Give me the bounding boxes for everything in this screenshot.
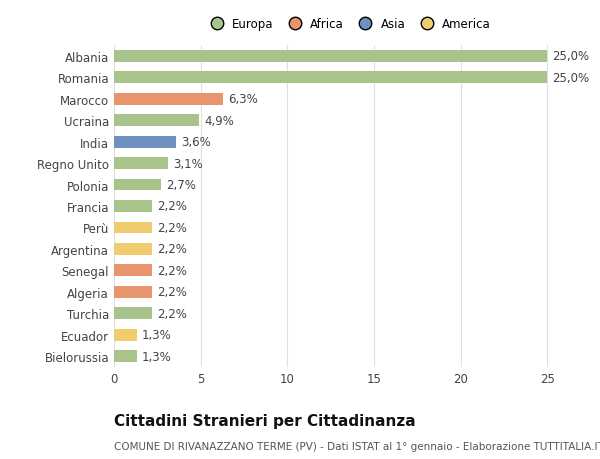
Bar [114,201,152,213]
Text: Cittadini Stranieri per Cittadinanza: Cittadini Stranieri per Cittadinanza [114,413,416,428]
Text: 1,3%: 1,3% [142,329,172,341]
Bar [114,72,547,84]
Bar [114,50,547,62]
Legend: Europa, Africa, Asia, America: Europa, Africa, Asia, America [200,13,496,36]
Text: 2,2%: 2,2% [157,307,187,320]
Text: COMUNE DI RIVANAZZANO TERME (PV) - Dati ISTAT al 1° gennaio - Elaborazione TUTTI: COMUNE DI RIVANAZZANO TERME (PV) - Dati … [114,441,600,451]
Bar [114,94,223,105]
Bar [114,265,152,277]
Bar [114,158,168,169]
Text: 1,3%: 1,3% [142,350,172,363]
Bar [114,222,152,234]
Text: 4,9%: 4,9% [204,114,234,127]
Text: 2,2%: 2,2% [157,264,187,277]
Bar [114,136,176,148]
Bar [114,243,152,255]
Text: 2,2%: 2,2% [157,243,187,256]
Bar [114,286,152,298]
Bar [114,308,152,319]
Text: 25,0%: 25,0% [553,72,590,84]
Bar [114,351,137,362]
Text: 6,3%: 6,3% [229,93,258,106]
Text: 3,1%: 3,1% [173,157,203,170]
Text: 2,2%: 2,2% [157,222,187,235]
Text: 2,2%: 2,2% [157,286,187,299]
Bar [114,329,137,341]
Text: 25,0%: 25,0% [553,50,590,63]
Bar [114,115,199,127]
Text: 2,2%: 2,2% [157,200,187,213]
Text: 2,7%: 2,7% [166,179,196,191]
Text: 3,6%: 3,6% [182,136,211,149]
Bar [114,179,161,191]
